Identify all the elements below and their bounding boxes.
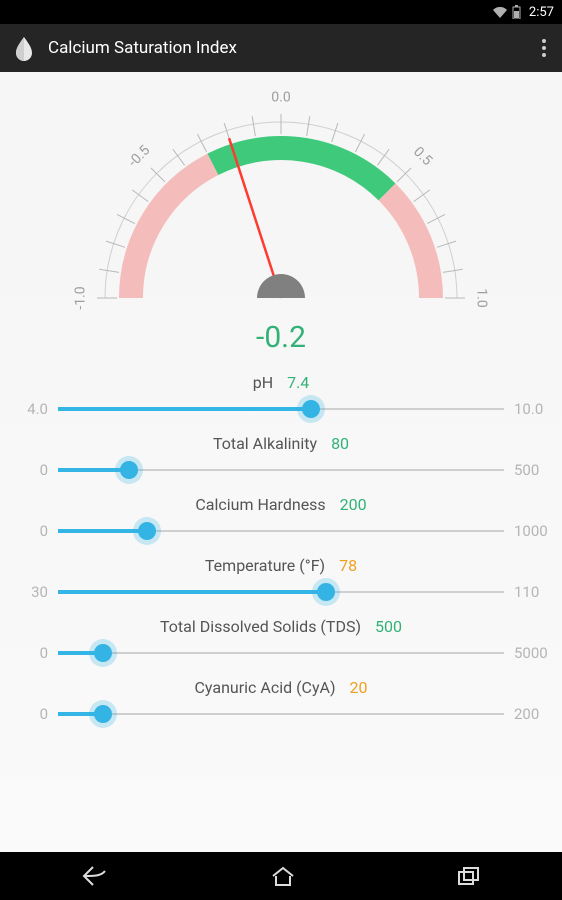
slider-label: Temperature (°F) — [205, 556, 325, 575]
slider-min: 0 — [14, 522, 48, 540]
slider-cya: Cyanuric Acid (CyA) 20 0 200 — [14, 678, 548, 725]
status-bar: 2:57 — [0, 0, 562, 24]
slider-ph: pH 7.4 4.0 10.0 — [14, 373, 548, 420]
slider-label-row: Cyanuric Acid (CyA) 20 — [14, 678, 548, 697]
slider-label: Total Alkalinity — [213, 434, 317, 453]
sliders: pH 7.4 4.0 10.0 Total Alkalinity 80 0 — [14, 373, 548, 725]
slider-max: 1000 — [514, 522, 548, 540]
slider-track[interactable] — [58, 520, 504, 542]
slider-track[interactable] — [58, 398, 504, 420]
slider-thumb[interactable] — [94, 705, 112, 723]
slider-label-row: Total Alkalinity 80 — [14, 434, 548, 453]
slider-min: 0 — [14, 705, 48, 723]
slider-min: 30 — [14, 583, 48, 601]
slider-row: 30 110 — [14, 581, 548, 603]
slider-ch: Calcium Hardness 200 0 1000 — [14, 495, 548, 542]
slider-min: 0 — [14, 461, 48, 479]
wifi-icon — [492, 6, 508, 19]
slider-track[interactable] — [58, 459, 504, 481]
slider-max: 10.0 — [514, 400, 548, 418]
gauge: -1.0 -0.5 0.0 0.5 1.0 — [14, 80, 548, 310]
slider-row: 0 5000 — [14, 642, 548, 664]
svg-text:1.0: 1.0 — [473, 288, 489, 308]
slider-value: 20 — [350, 678, 368, 697]
slider-label: Total Dissolved Solids (TDS) — [160, 617, 361, 636]
slider-track[interactable] — [58, 703, 504, 725]
slider-thumb[interactable] — [138, 522, 156, 540]
app-icon — [10, 34, 38, 62]
svg-text:-1.0: -1.0 — [73, 286, 89, 309]
slider-label: Calcium Hardness — [195, 495, 325, 514]
slider-thumb[interactable] — [120, 461, 138, 479]
slider-value: 200 — [340, 495, 367, 514]
slider-max: 5000 — [514, 644, 548, 662]
svg-text:-0.5: -0.5 — [125, 142, 153, 170]
slider-thumb[interactable] — [302, 400, 320, 418]
slider-value: 500 — [375, 617, 402, 636]
slider-label: pH — [253, 373, 273, 392]
slider-value: 80 — [331, 434, 349, 453]
slider-row: 0 500 — [14, 459, 548, 481]
battery-icon — [512, 5, 521, 19]
slider-label-row: pH 7.4 — [14, 373, 548, 392]
slider-row: 0 200 — [14, 703, 548, 725]
slider-thumb[interactable] — [317, 583, 335, 601]
slider-min: 0 — [14, 644, 48, 662]
slider-label-row: Temperature (°F) 78 — [14, 556, 548, 575]
status-time: 2:57 — [529, 5, 554, 20]
slider-max: 200 — [514, 705, 548, 723]
home-button[interactable] — [240, 855, 326, 897]
slider-temp: Temperature (°F) 78 30 110 — [14, 556, 548, 603]
slider-value: 7.4 — [287, 373, 309, 392]
svg-text:0.0: 0.0 — [271, 90, 291, 106]
slider-ta: Total Alkalinity 80 0 500 — [14, 434, 548, 481]
slider-min: 4.0 — [14, 400, 48, 418]
gauge-value: -0.2 — [14, 320, 548, 355]
slider-track[interactable] — [58, 642, 504, 664]
slider-value: 78 — [339, 556, 357, 575]
slider-track[interactable] — [58, 581, 504, 603]
action-bar: Calcium Saturation Index — [0, 24, 562, 72]
page-title: Calcium Saturation Index — [48, 38, 534, 58]
recent-apps-button[interactable] — [427, 856, 511, 896]
back-button[interactable] — [51, 855, 139, 897]
slider-label-row: Calcium Hardness 200 — [14, 495, 548, 514]
slider-max: 110 — [514, 583, 548, 601]
nav-bar — [0, 852, 562, 900]
svg-text:0.5: 0.5 — [410, 144, 435, 169]
slider-label: Cyanuric Acid (CyA) — [195, 678, 336, 697]
slider-label-row: Total Dissolved Solids (TDS) 500 — [14, 617, 548, 636]
slider-tds: Total Dissolved Solids (TDS) 500 0 5000 — [14, 617, 548, 664]
slider-max: 500 — [514, 461, 548, 479]
slider-thumb[interactable] — [94, 644, 112, 662]
content-area: -1.0 -0.5 0.0 0.5 1.0 -0.2 pH 7.4 4.0 10.0 T… — [0, 72, 562, 852]
slider-row: 4.0 10.0 — [14, 398, 548, 420]
overflow-menu-button[interactable] — [534, 31, 554, 65]
slider-row: 0 1000 — [14, 520, 548, 542]
